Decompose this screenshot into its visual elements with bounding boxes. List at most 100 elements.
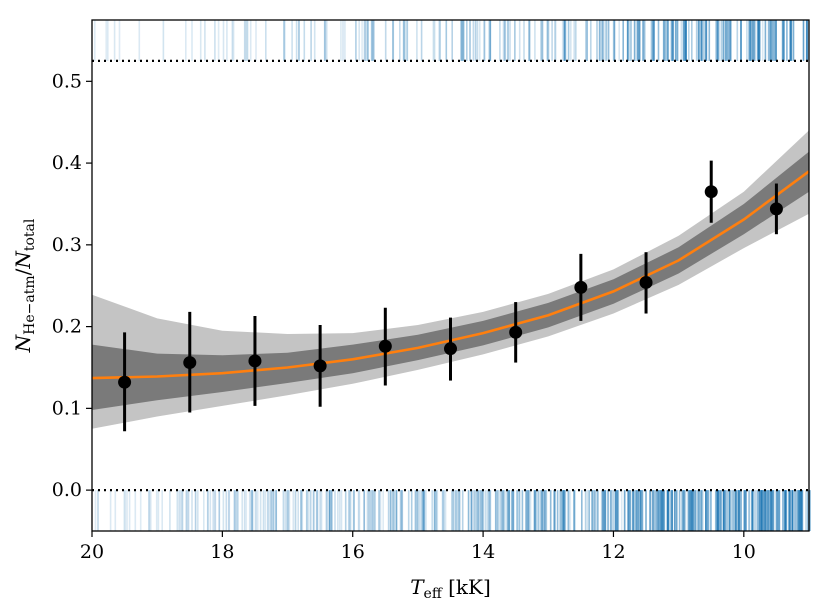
bottom-rug-stripe: [233, 490, 235, 531]
bottom-rug-stripe: [423, 490, 426, 531]
bottom-rug-stripe: [241, 490, 243, 531]
bottom-rug-stripe: [489, 490, 491, 531]
top-rug-stripe: [684, 20, 687, 61]
bottom-rug-stripe: [149, 490, 152, 531]
bottom-rug-stripe: [698, 490, 700, 531]
top-rug-stripe: [669, 20, 672, 61]
bottom-rug-stripe: [705, 490, 707, 531]
top-rug-stripe: [585, 20, 587, 61]
bottom-rug-stripe: [295, 490, 297, 531]
bottom-rug-stripe: [568, 490, 570, 531]
top-rug-stripe: [781, 20, 784, 61]
top-rug-stripe: [697, 20, 700, 61]
top-rug-stripe: [653, 20, 655, 61]
bottom-rug-stripe: [693, 490, 696, 531]
bottom-rug-stripe: [268, 490, 270, 531]
top-rug-stripe: [439, 20, 441, 61]
top-rug-stripe: [371, 20, 373, 61]
bottom-rug-stripe: [436, 490, 439, 531]
bottom-rug-stripe: [591, 490, 593, 531]
top-rug-stripe: [721, 20, 723, 61]
bottom-rug-stripe: [422, 490, 425, 531]
bottom-rug-stripe: [739, 490, 741, 531]
bottom-rug-stripe: [737, 490, 740, 531]
bottom-rug-stripe: [390, 490, 392, 531]
top-rug-stripe: [769, 20, 772, 61]
bottom-rug-stripe: [728, 490, 731, 531]
top-rug-stripe: [509, 20, 511, 61]
bottom-rug-stripe: [635, 490, 637, 531]
bottom-rug-stripe: [400, 490, 402, 531]
bottom-rug-stripe: [512, 490, 514, 531]
bottom-rug-stripe: [452, 490, 454, 531]
top-rug-stripe: [728, 20, 730, 61]
top-rug-stripe: [474, 20, 477, 61]
bottom-rug-stripe: [708, 490, 710, 531]
bottom-rug-stripe: [370, 490, 373, 531]
bottom-rug-stripe: [691, 490, 694, 531]
data-point: [183, 356, 197, 370]
bottom-rug-stripe: [431, 490, 433, 531]
bottom-rug-stripe: [399, 490, 402, 531]
bottom-rug-stripe: [148, 490, 150, 531]
top-rug-stripe: [246, 20, 249, 61]
bottom-rug-stripe: [435, 490, 437, 531]
bottom-rug-stripe: [134, 490, 137, 531]
bottom-rug-stripe: [617, 490, 620, 531]
bottom-rug-stripe: [743, 490, 745, 531]
bottom-rug-stripe: [334, 490, 336, 531]
bottom-rug-stripe: [807, 490, 809, 531]
bottom-rug-stripe: [250, 490, 252, 531]
bottom-rug-stripe: [508, 490, 511, 531]
top-rug-stripe: [105, 20, 107, 61]
top-rug-stripe: [199, 20, 202, 61]
top-rug-stripe: [652, 20, 654, 61]
bottom-rug-stripe: [474, 490, 476, 531]
data-point: [444, 342, 457, 356]
top-rug-stripe: [672, 20, 674, 61]
top-rug-stripe: [626, 20, 629, 61]
bottom-rug-stripe: [550, 490, 552, 531]
top-rug-stripe: [191, 20, 193, 61]
top-rug-stripe: [541, 20, 544, 61]
bottom-rug-stripe: [369, 490, 371, 531]
bottom-rug-strip: [94, 490, 811, 531]
bottom-rug-stripe: [501, 490, 503, 531]
top-rug-stripe: [295, 20, 298, 61]
top-rug-stripe: [675, 20, 677, 61]
bottom-rug-stripe: [421, 490, 424, 531]
top-rug-stripe: [567, 20, 570, 61]
bottom-rug-stripe: [562, 490, 564, 531]
top-rug-stripe: [231, 20, 234, 61]
bottom-rug-stripe: [251, 490, 254, 531]
bottom-rug-stripe: [488, 490, 490, 531]
top-rug-stripe: [664, 20, 667, 61]
top-rug-stripe: [685, 20, 687, 61]
data-point: [574, 280, 588, 294]
bottom-rug-stripe: [637, 490, 639, 531]
bottom-rug-stripe: [653, 490, 655, 531]
top-rug-stripe: [773, 20, 775, 61]
bottom-rug-stripe: [518, 490, 521, 531]
bottom-rug-stripe: [736, 490, 739, 531]
bottom-rug-stripe: [757, 490, 759, 531]
bottom-rug-stripe: [594, 490, 597, 531]
bottom-rug-stripe: [670, 490, 673, 531]
bottom-rug-stripe: [227, 490, 230, 531]
top-rug-stripe: [695, 20, 698, 61]
top-rug-stripe: [802, 20, 805, 61]
bottom-rug-stripe: [545, 490, 548, 531]
x-axis-symbol: T: [410, 575, 425, 599]
bottom-rug-stripe: [284, 490, 286, 531]
bottom-rug-stripe: [392, 490, 394, 531]
bottom-rug-stripe: [251, 490, 254, 531]
top-rug-stripe: [310, 20, 312, 61]
bottom-rug-stripe: [682, 490, 684, 531]
bottom-rug-stripe: [347, 490, 350, 531]
reference-lines: [92, 59, 809, 492]
bottom-rug-stripe: [254, 490, 257, 531]
bottom-rug-stripe: [581, 490, 583, 531]
x-tick-label: 12: [601, 541, 625, 563]
bottom-rug-stripe: [479, 490, 481, 531]
top-rug-stripe: [529, 20, 531, 61]
